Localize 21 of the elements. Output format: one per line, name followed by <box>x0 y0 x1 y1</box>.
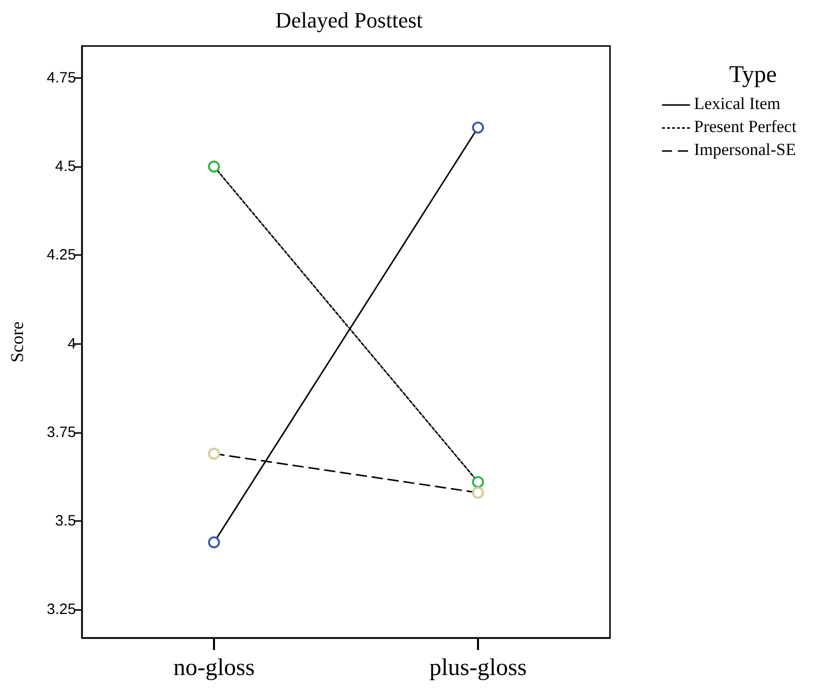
point <box>208 448 220 460</box>
y-tick-label: 4.25 <box>46 246 76 264</box>
point <box>472 476 484 488</box>
x-tick-label: no-gloss <box>173 655 255 681</box>
y-tick-label: 3.75 <box>46 424 76 441</box>
legend-title: Type <box>729 62 777 88</box>
point <box>208 160 220 173</box>
x-tick-label: plus-gloss <box>429 655 527 681</box>
point <box>472 486 484 499</box>
legend-label: Present Perfect <box>694 117 797 136</box>
y-tick-label: 4.75 <box>46 69 76 86</box>
point <box>208 536 220 548</box>
chart-title: Delayed Posttest <box>275 8 423 32</box>
y-tick-label: 4.5 <box>55 158 76 176</box>
point <box>472 122 484 134</box>
y-tick-label: 3.5 <box>55 512 76 530</box>
y-tick-label: 4 <box>68 335 76 352</box>
legend-label: Impersonal-SE <box>694 140 796 159</box>
y-axis-title: Score <box>7 322 27 362</box>
y-tick-label: 3.25 <box>46 601 76 618</box>
legend-label: Lexical Item <box>694 94 780 113</box>
